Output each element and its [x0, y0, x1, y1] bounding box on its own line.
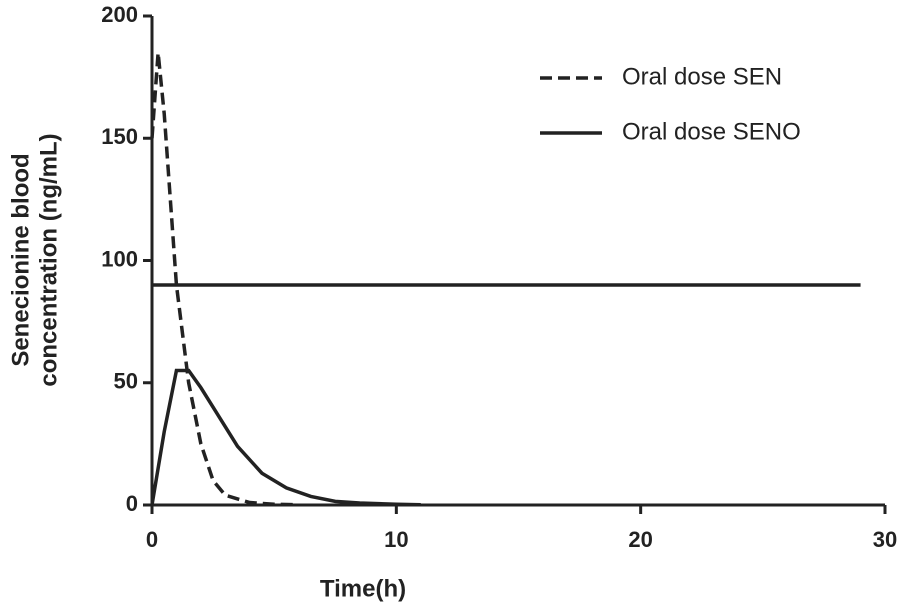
y-axis-label: concentration (ng/mL) [35, 133, 62, 386]
x-tick-label: 0 [146, 527, 158, 552]
legend-label: Oral dose SEN [622, 63, 782, 90]
y-tick-label: 0 [126, 491, 138, 516]
legend-label: Oral dose SENO [622, 118, 801, 145]
x-tick-label: 10 [384, 527, 408, 552]
y-tick-label: 50 [114, 369, 138, 394]
x-tick-label: 20 [628, 527, 652, 552]
x-axis-label: Time(h) [320, 575, 406, 602]
y-tick-label: 100 [101, 246, 138, 271]
line [150, 52, 299, 507]
y-tick-label: 200 [101, 2, 138, 27]
y-tick-label: 150 [101, 124, 138, 149]
line [150, 368, 421, 507]
x-tick-label: 30 [873, 527, 897, 552]
y-axis-label: Senecionine blood [7, 153, 34, 366]
